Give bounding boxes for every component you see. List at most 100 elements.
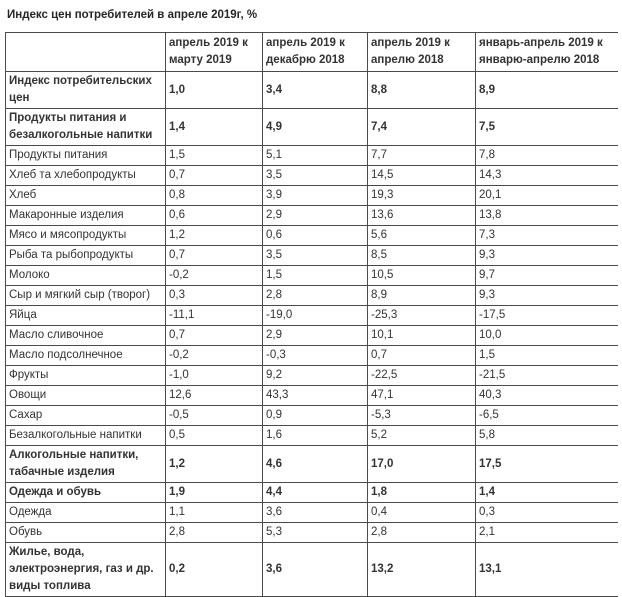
value-cell: -0,3 xyxy=(262,345,368,366)
value-cell: 7,3 xyxy=(475,225,618,246)
header-row: апрель 2019 к марту 2019 апрель 2019 к де… xyxy=(5,32,618,72)
value-cell: 0,2 xyxy=(165,542,263,597)
value-cell: 3,9 xyxy=(262,185,368,206)
row-label-cell: Продукты питания xyxy=(5,145,166,166)
row-label-cell: Сыр и мягкий сыр (творог) xyxy=(5,285,166,306)
value-cell: 10,0 xyxy=(475,325,618,346)
value-cell: -17,5 xyxy=(475,305,618,326)
table-body: Индекс потребительских цен 1,0 3,4 8,8 8,9 Пр… xyxy=(5,71,618,597)
row-label-cell: Сахар xyxy=(5,405,166,426)
row-label-cell: Индекс потребительских цен xyxy=(5,71,166,109)
value-cell: 0,9 xyxy=(262,405,368,426)
value-cell: 2,9 xyxy=(262,205,368,226)
row-label-cell: Безалкогольные напитки xyxy=(5,425,166,446)
table-row: Макаронные изделия 0,6 2,9 13,6 13,8 xyxy=(5,205,618,226)
value-cell: 0,3 xyxy=(475,502,618,523)
value-cell: 17,5 xyxy=(475,445,618,483)
value-cell: 40,3 xyxy=(475,385,618,406)
value-cell: 1,1 xyxy=(165,502,263,523)
value-cell: 5,2 xyxy=(367,425,476,446)
value-cell: 4,6 xyxy=(262,445,368,483)
value-cell: 5,3 xyxy=(262,522,368,543)
value-cell: 1,5 xyxy=(475,345,618,366)
row-label-cell: Алкогольные напитки, табачные изделия xyxy=(5,445,166,483)
table-row: Фрукты -1,0 9,2 -22,5 -21,5 xyxy=(5,365,618,386)
value-cell: 14,5 xyxy=(367,165,476,186)
value-cell: 0,3 xyxy=(165,285,263,306)
value-cell: 5,1 xyxy=(262,145,368,166)
value-cell: 1,6 xyxy=(262,425,368,446)
table-row: Масло подсолнечное -0,2 -0,3 0,7 1,5 xyxy=(5,345,618,366)
row-label-cell: Яйца xyxy=(5,305,166,326)
row-label-cell: Одежда и обувь xyxy=(5,482,166,503)
value-cell: 2,1 xyxy=(475,522,618,543)
value-cell: -11,1 xyxy=(165,305,263,326)
row-label-cell: Фрукты xyxy=(5,365,166,386)
value-cell: 2,8 xyxy=(367,522,476,543)
table-row: Безалкогольные напитки 0,5 1,6 5,2 5,8 xyxy=(5,425,618,446)
value-cell: 1,5 xyxy=(262,265,368,286)
row-label-cell: Мясо и мясопродукты xyxy=(5,225,166,246)
table-row: Хлеб 0,8 3,9 19,3 20,1 xyxy=(5,185,618,206)
row-label-cell: Масло сливочное xyxy=(5,325,166,346)
value-cell: -25,3 xyxy=(367,305,476,326)
value-cell: 17,0 xyxy=(367,445,476,483)
table-row: Молоко -0,2 1,5 10,5 9,7 xyxy=(5,265,618,286)
value-cell: 7,4 xyxy=(367,108,476,146)
table-header: апрель 2019 к марту 2019 апрель 2019 к де… xyxy=(5,32,618,72)
value-cell: -22,5 xyxy=(367,365,476,386)
value-cell: 7,7 xyxy=(367,145,476,166)
value-cell: 1,4 xyxy=(165,108,263,146)
value-cell: 10,1 xyxy=(367,325,476,346)
value-cell: 0,7 xyxy=(165,245,263,266)
value-cell: 13,8 xyxy=(475,205,618,226)
corner-cell xyxy=(5,32,166,72)
value-cell: 8,5 xyxy=(367,245,476,266)
table-row: Рыба та рыбопродукты 0,7 3,5 8,5 9,3 xyxy=(5,245,618,266)
table-row: Одежда 1,1 3,6 0,4 0,3 xyxy=(5,502,618,523)
table-row: Продукты питания 1,5 5,1 7,7 7,8 xyxy=(5,145,618,166)
value-cell: 3,6 xyxy=(262,502,368,523)
table-row: Сахар -0,5 0,9 -5,3 -6,5 xyxy=(5,405,618,426)
row-label-cell: Жилье, вода, электроэнергия, газ и др. в… xyxy=(5,542,166,597)
value-cell: 8,9 xyxy=(367,285,476,306)
value-cell: 2,9 xyxy=(262,325,368,346)
value-cell: 9,2 xyxy=(262,365,368,386)
value-cell: 0,7 xyxy=(367,345,476,366)
value-cell: 20,1 xyxy=(475,185,618,206)
row-label-cell: Масло подсолнечное xyxy=(5,345,166,366)
value-cell: -1,0 xyxy=(165,365,263,386)
row-label-cell: Хлеб xyxy=(5,185,166,206)
value-cell: 19,3 xyxy=(367,185,476,206)
value-cell: 47,1 xyxy=(367,385,476,406)
value-cell: 0,6 xyxy=(262,225,368,246)
value-cell: 13,1 xyxy=(475,542,618,597)
value-cell: 0,8 xyxy=(165,185,263,206)
value-cell: 1,8 xyxy=(367,482,476,503)
value-cell: 9,3 xyxy=(475,285,618,306)
value-cell: 3,6 xyxy=(262,542,368,597)
value-cell: 13,2 xyxy=(367,542,476,597)
value-cell: 9,7 xyxy=(475,265,618,286)
value-cell: 0,5 xyxy=(165,425,263,446)
value-cell: 7,8 xyxy=(475,145,618,166)
value-cell: 9,3 xyxy=(475,245,618,266)
value-cell: 1,2 xyxy=(165,225,263,246)
table-row: Обувь 2,8 5,3 2,8 2,1 xyxy=(5,522,618,543)
value-cell: -0,2 xyxy=(165,265,263,286)
table-row: Одежда и обувь 1,9 4,4 1,8 1,4 xyxy=(5,482,618,503)
value-cell: 14,3 xyxy=(475,165,618,186)
value-cell: -19,0 xyxy=(262,305,368,326)
value-cell: 3,4 xyxy=(262,71,368,109)
column-header: январь-апрель 2019 к январю-апрелю 2018 xyxy=(475,32,618,72)
value-cell: 13,6 xyxy=(367,205,476,226)
value-cell: 1,5 xyxy=(165,145,263,166)
row-label-cell: Макаронные изделия xyxy=(5,205,166,226)
value-cell: -0,2 xyxy=(165,345,263,366)
value-cell: 2,8 xyxy=(165,522,263,543)
row-label-cell: Хлеб та хлебопродукты xyxy=(5,165,166,186)
table-row: Мясо и мясопродукты 1,2 0,6 5,6 7,3 xyxy=(5,225,618,246)
value-cell: 10,5 xyxy=(367,265,476,286)
row-label-cell: Обувь xyxy=(5,522,166,543)
value-cell: 0,7 xyxy=(165,165,263,186)
